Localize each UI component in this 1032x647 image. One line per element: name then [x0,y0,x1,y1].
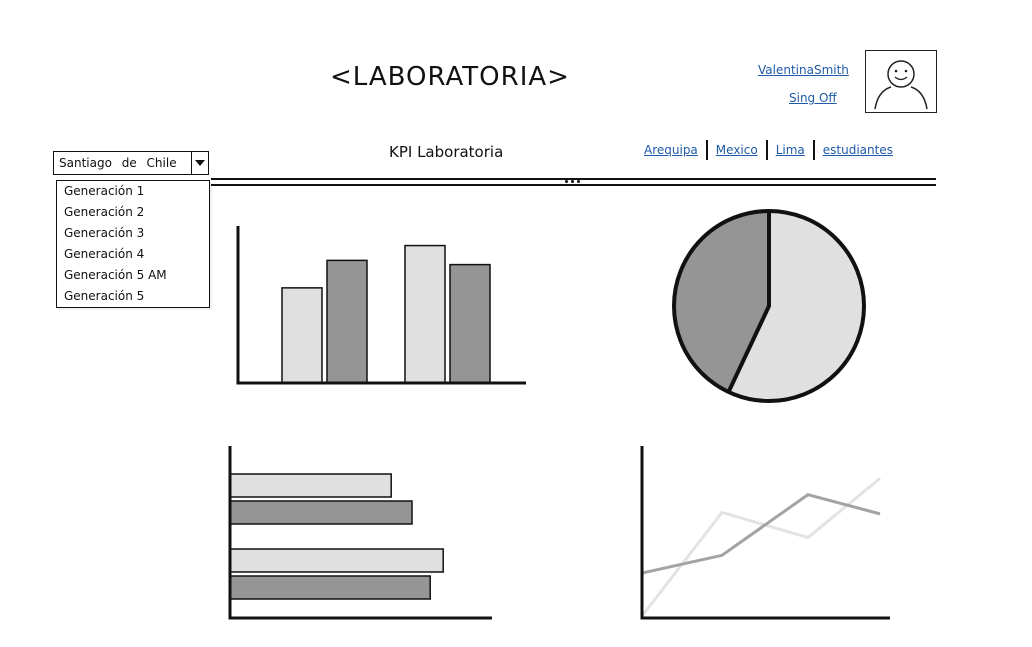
avatar[interactable] [865,50,937,113]
pie-divider [726,211,771,393]
line-series [640,477,881,617]
nav-link-mexico[interactable]: Mexico [715,143,758,157]
nav-link-lima[interactable]: Lima [775,143,805,157]
bar [229,548,444,573]
dropdown-option-generacion-2[interactable]: Generación 2 [64,205,145,219]
dropdown-toggle-button[interactable] [191,152,208,174]
chart-axis [228,446,492,620]
line-series [641,493,881,575]
bar [229,575,431,600]
chevron-down-icon [195,160,205,166]
horizontal-bar-chart [228,446,492,620]
pie-chart [672,209,866,403]
sign-off-link[interactable]: Sing Off [789,91,837,105]
nav-separator [705,140,708,160]
page-title: KPI Laboratoria [389,143,504,161]
pie-slice [674,211,769,392]
bar [229,473,392,498]
city-select-value: Santiago de Chile [59,156,177,170]
nav-link-arequipa[interactable]: Arequipa [644,143,698,157]
dropdown-option-generacion-5-am[interactable]: Generación 5 AM [64,268,167,282]
bar [326,259,368,384]
pie-slice [728,211,864,401]
section-divider [211,184,936,186]
brand-logo-text: <LABORATORIA> [330,62,570,92]
bar [229,500,413,525]
resize-handle[interactable] [565,180,585,184]
nav-links: Arequipa Mexico Lima estudiantes [644,140,893,160]
bar [404,244,446,384]
line-chart [640,446,890,620]
dropdown-option-generacion-1[interactable]: Generación 1 [64,184,145,198]
section-divider [211,178,936,180]
dropdown-option-generacion-4[interactable]: Generación 4 [64,247,145,261]
dropdown-option-generacion-3[interactable]: Generación 3 [64,226,145,240]
nav-separator [765,140,768,160]
user-name-link[interactable]: ValentinaSmith [758,63,849,77]
chart-axis [640,446,890,620]
nav-separator [812,140,815,160]
generation-dropdown-list: Generación 1 Generación 2 Generación 3 G… [56,180,210,308]
city-select[interactable]: Santiago de Chile [53,151,209,175]
bar [449,263,491,384]
dropdown-option-generacion-5[interactable]: Generación 5 [64,289,145,303]
nav-link-estudiantes[interactable]: estudiantes [822,143,893,157]
vertical-bar-chart [236,226,526,385]
bar [281,287,323,384]
chart-axis [236,226,526,385]
avatar-face-icon [874,60,928,110]
